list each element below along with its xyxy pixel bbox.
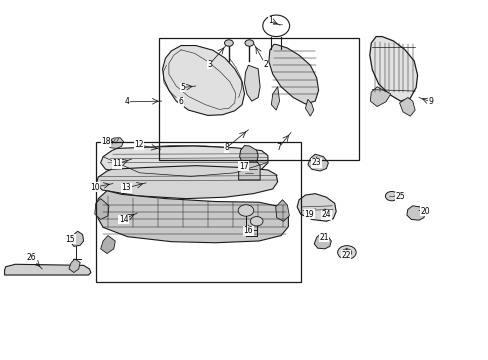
Text: 9: 9 (427, 97, 432, 106)
Polygon shape (239, 145, 258, 165)
Bar (159, 39, 358, 160)
Text: 14: 14 (119, 215, 128, 224)
Polygon shape (307, 154, 328, 171)
Text: 6: 6 (178, 97, 183, 106)
Polygon shape (305, 99, 313, 116)
Polygon shape (314, 233, 330, 249)
Text: 12: 12 (134, 140, 143, 149)
Text: 11: 11 (112, 159, 121, 168)
Text: 20: 20 (419, 207, 429, 216)
Polygon shape (271, 87, 279, 110)
Polygon shape (95, 199, 109, 220)
Text: 10: 10 (90, 183, 100, 192)
Polygon shape (238, 162, 260, 180)
Circle shape (244, 40, 253, 46)
Text: 7: 7 (276, 143, 281, 152)
Polygon shape (101, 235, 115, 253)
Polygon shape (96, 191, 288, 243)
Polygon shape (4, 264, 91, 275)
Polygon shape (297, 194, 335, 221)
Polygon shape (406, 206, 424, 220)
Text: 5: 5 (180, 83, 184, 92)
Text: 4: 4 (125, 97, 130, 106)
Polygon shape (101, 146, 267, 177)
Polygon shape (399, 98, 414, 116)
Text: 15: 15 (65, 235, 75, 244)
Polygon shape (69, 259, 80, 273)
Polygon shape (70, 231, 83, 246)
Polygon shape (107, 138, 123, 148)
Text: 21: 21 (319, 233, 328, 242)
Circle shape (224, 40, 233, 46)
Text: 8: 8 (224, 143, 228, 152)
Text: 26: 26 (26, 253, 36, 262)
Text: 1: 1 (267, 16, 272, 25)
Text: 13: 13 (122, 183, 131, 192)
Polygon shape (244, 65, 260, 101)
Text: 17: 17 (238, 162, 248, 171)
Polygon shape (268, 44, 318, 104)
Text: 23: 23 (311, 158, 321, 167)
Text: 3: 3 (206, 60, 211, 69)
Polygon shape (369, 87, 390, 107)
Circle shape (250, 217, 263, 226)
Polygon shape (96, 166, 277, 199)
Circle shape (337, 246, 355, 259)
Text: 2: 2 (263, 60, 267, 69)
Text: 16: 16 (243, 226, 253, 235)
Polygon shape (369, 37, 417, 101)
Ellipse shape (262, 15, 289, 37)
Circle shape (238, 205, 253, 216)
Polygon shape (275, 200, 289, 221)
Polygon shape (162, 45, 244, 116)
Text: 22: 22 (341, 251, 350, 260)
Circle shape (341, 249, 351, 256)
Text: 24: 24 (321, 210, 330, 219)
Text: 25: 25 (395, 192, 405, 201)
Circle shape (385, 192, 397, 201)
Text: 19: 19 (304, 210, 313, 219)
Bar (96, 142, 300, 282)
Text: 18: 18 (101, 137, 111, 146)
